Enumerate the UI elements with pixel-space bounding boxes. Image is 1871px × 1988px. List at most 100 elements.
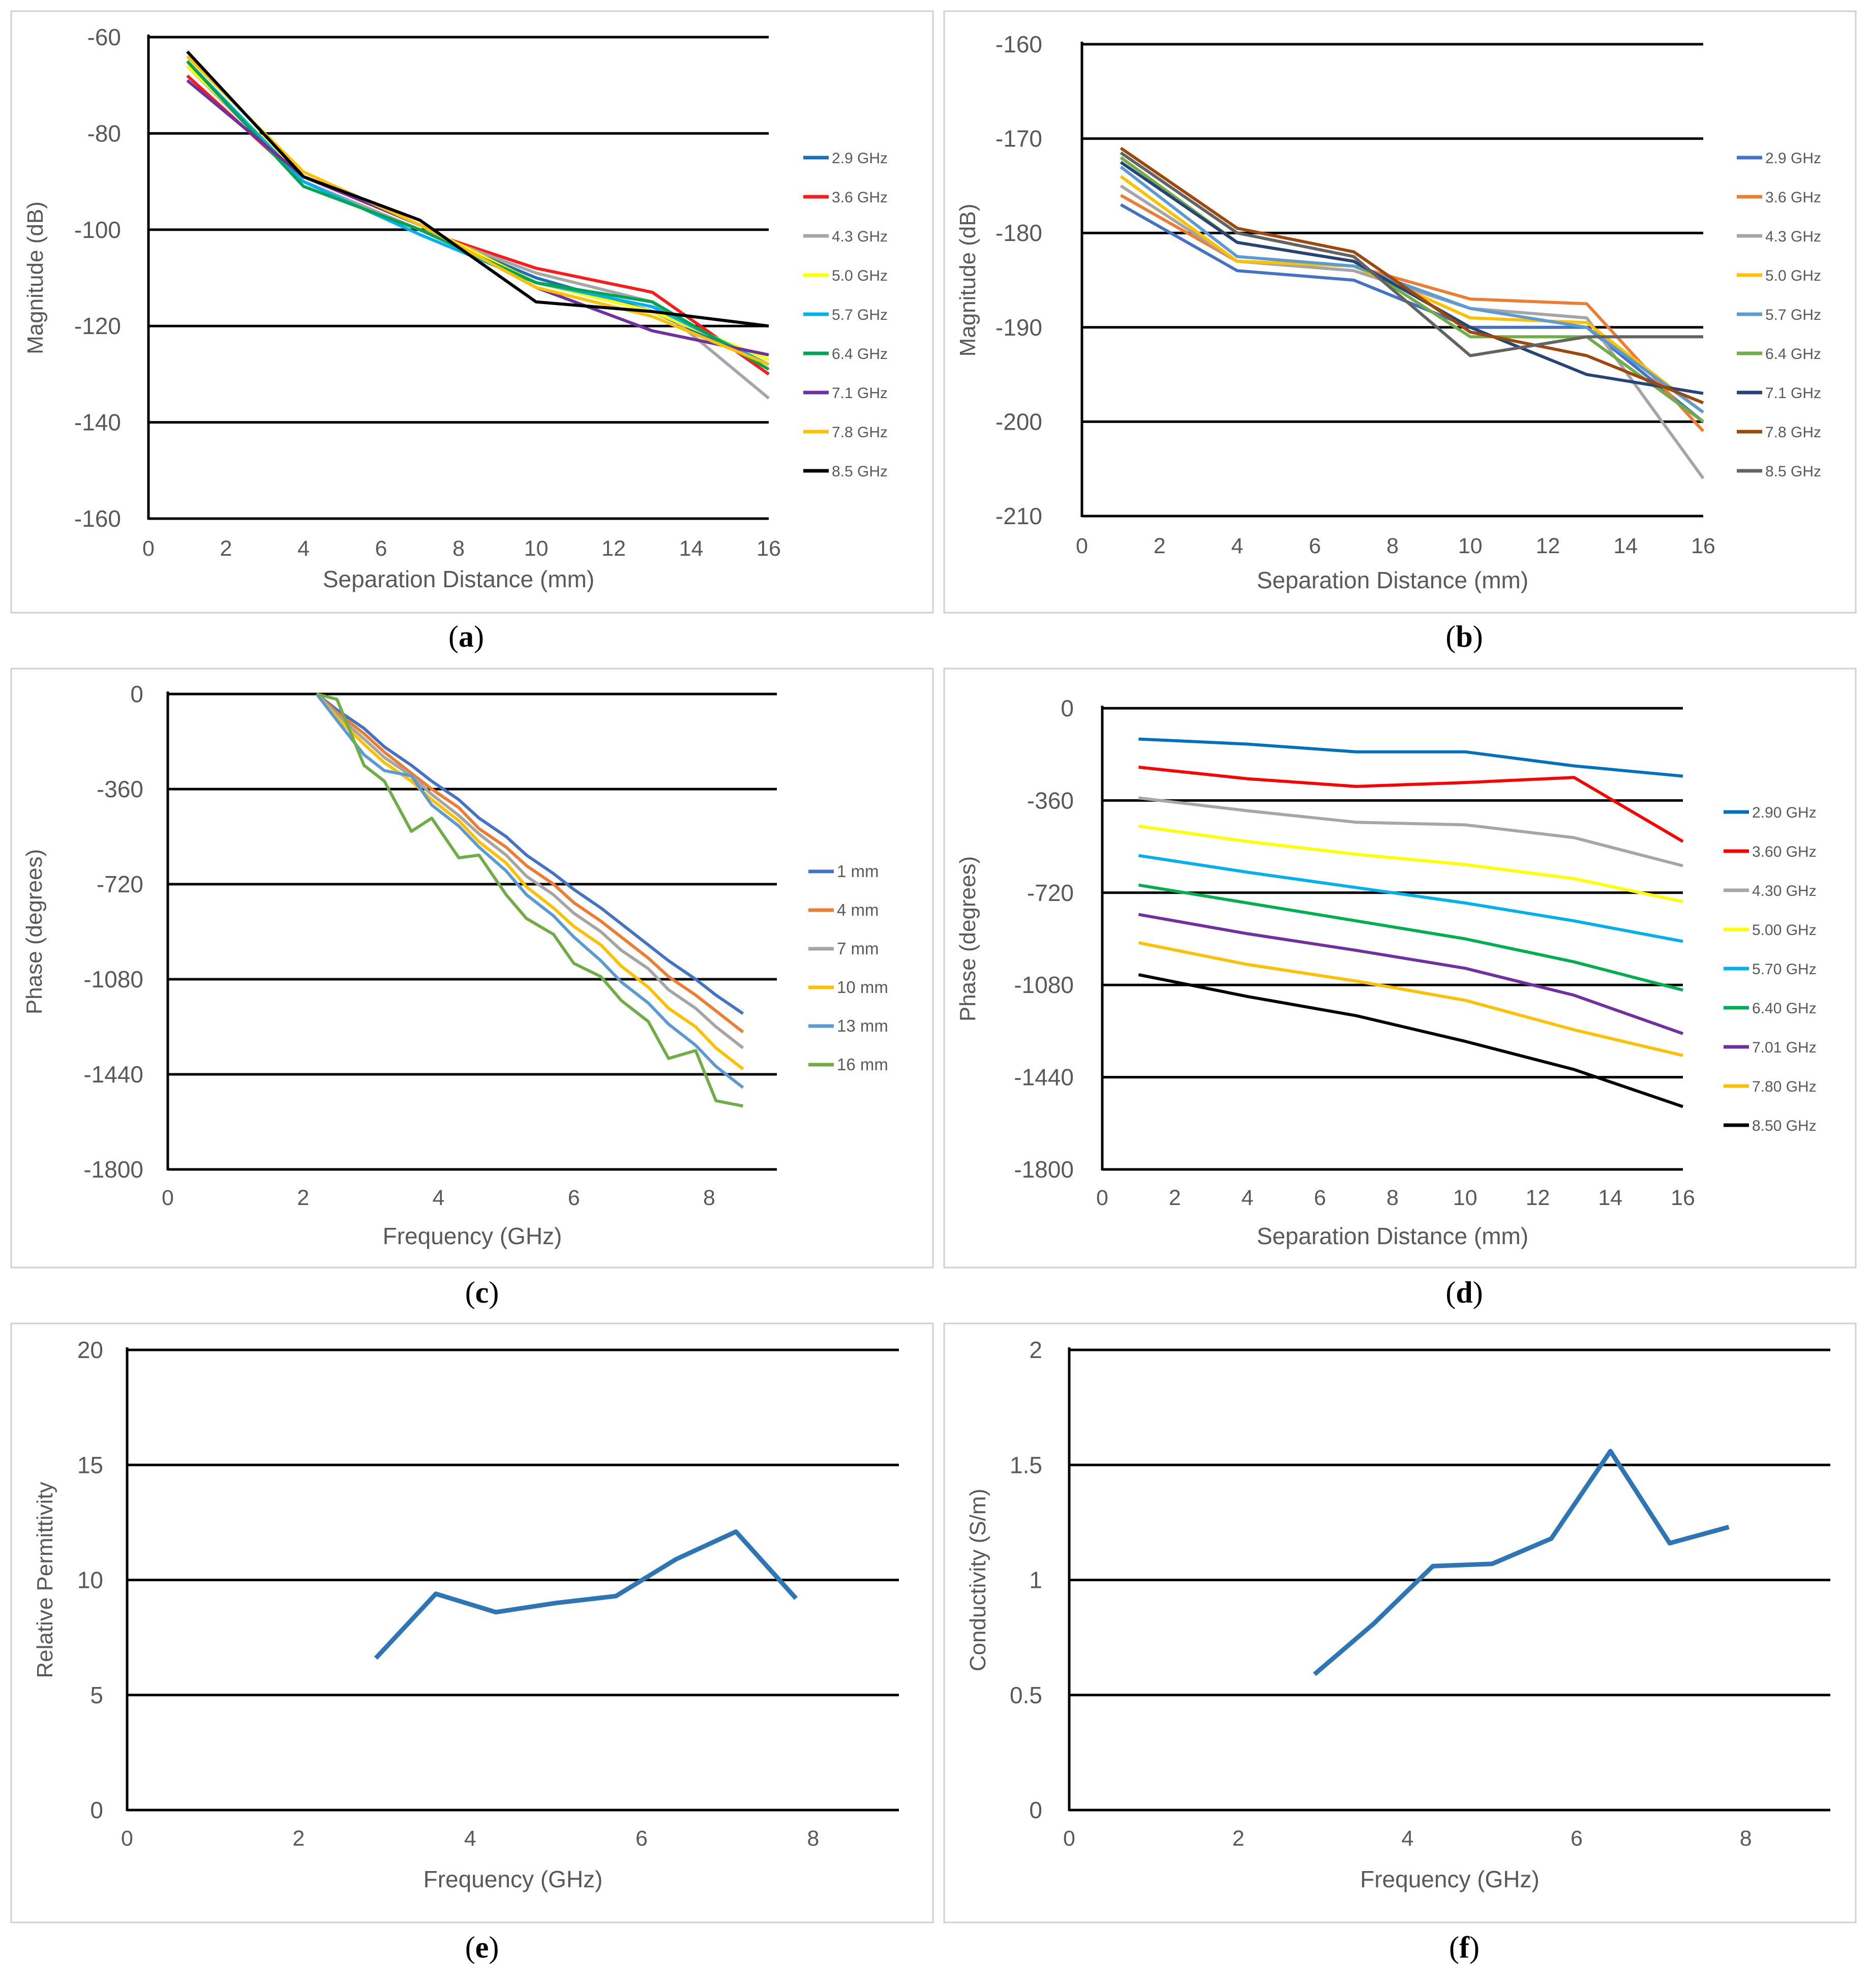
legend-label: 6.40 GHz — [1752, 1000, 1817, 1017]
series-line — [186, 55, 770, 366]
y-tick-label: -170 — [995, 126, 1042, 152]
y-tick-label: -210 — [995, 503, 1042, 529]
x-tick-label: 0 — [142, 536, 155, 561]
legend-label: 5.7 GHz — [832, 307, 888, 323]
x-tick-label: 2 — [1154, 534, 1166, 558]
y-tick-label: 5 — [90, 1682, 103, 1708]
x-tick-label: 6 — [568, 1186, 580, 1210]
x-tick-label: 16 — [757, 536, 781, 561]
caption-open: ( — [1445, 1276, 1456, 1309]
x-tick-label: 6 — [1314, 1186, 1326, 1210]
series-line — [1138, 883, 1683, 992]
panel-frame — [943, 1322, 1857, 1923]
x-tick-label: 4 — [432, 1186, 444, 1210]
y-tick-label: 2 — [1029, 1337, 1042, 1363]
y-tick-label: -360 — [1027, 787, 1074, 814]
y-tick-label: 0.5 — [1010, 1682, 1042, 1708]
x-tick-label: 10 — [1458, 534, 1483, 558]
x-tick-label: 10 — [1453, 1186, 1477, 1210]
y-tick-label: -1080 — [83, 966, 143, 992]
legend-label: 7.8 GHz — [832, 424, 888, 441]
series-line — [1120, 203, 1704, 423]
y-tick-label: 1 — [1029, 1567, 1042, 1593]
y-tick-label: -160 — [74, 505, 121, 532]
x-axis-title: Separation Distance (mm) — [323, 566, 594, 592]
chart-panel-d: 0 -360 -720 -1080 -1440 -1800 0 2 4 6 8 10 12 14 16 Sep… — [943, 668, 1857, 1309]
legend-label: 16 mm — [837, 1055, 888, 1074]
y-axis-title: Relative Permittivity — [33, 1482, 57, 1678]
legend-label: 7.1 GHz — [1765, 385, 1821, 402]
x-tick-label: 4 — [1401, 1826, 1413, 1851]
legend-label: 3.6 GHz — [1765, 189, 1821, 206]
x-tick-label: 14 — [1613, 534, 1638, 558]
legend-label: 7.8 GHz — [1765, 424, 1821, 441]
y-axis-title: Magnitude (dB) — [23, 201, 48, 354]
series-line — [186, 65, 770, 400]
series-line — [315, 692, 744, 1015]
x-tick-label: 6 — [375, 536, 387, 561]
x-tick-label: 8 — [807, 1826, 819, 1851]
x-tick-label: 0 — [1063, 1826, 1075, 1851]
x-tick-label: 6 — [1309, 534, 1321, 558]
y-axis-title: Phase (degrees) — [22, 849, 47, 1014]
series-line — [1120, 161, 1704, 395]
x-tick-label: 12 — [1536, 534, 1560, 558]
panel-caption: (d) — [1445, 1276, 1483, 1309]
legend-label: 6.4 GHz — [1765, 346, 1821, 363]
y-tick-label: -720 — [97, 871, 143, 897]
x-tick-label: 16 — [1671, 1186, 1695, 1210]
caption-open: ( — [1449, 1931, 1459, 1964]
series-line — [315, 692, 744, 1049]
legend-label: 5.0 GHz — [832, 267, 888, 284]
caption-letter: b — [1456, 620, 1472, 653]
x-tick-label: 12 — [1526, 1186, 1550, 1210]
x-tick-label: 4 — [297, 536, 310, 561]
x-axis-title: Frequency (GHz) — [383, 1223, 562, 1249]
x-tick-label: 6 — [1571, 1826, 1583, 1851]
legend-label: 8.5 GHz — [1765, 463, 1821, 480]
chart-panel-f: 2 1.5 1 0.5 00 2 4 6 8 Frequency (GHz) Conductivit… — [943, 1322, 1857, 1964]
legend-label: 5.7 GHz — [1765, 307, 1821, 323]
x-tick-label: 2 — [1232, 1826, 1245, 1851]
y-tick-label: 20 — [77, 1337, 103, 1363]
caption-letter: c — [475, 1276, 489, 1309]
legend-label: 3.60 GHz — [1752, 844, 1817, 860]
chart-panel-b: -160 -170 -180 -190 -200 -210 0 2 4 6 8 10 12 14 16 Sep… — [943, 10, 1857, 653]
series-line — [1120, 146, 1704, 405]
series-line — [315, 693, 744, 1089]
y-tick-label: -60 — [87, 24, 121, 50]
panel-caption: (e) — [465, 1931, 499, 1964]
legend-label: 5.70 GHz — [1752, 961, 1817, 978]
series-line — [374, 1529, 798, 1660]
panel-caption: (c) — [465, 1276, 499, 1309]
x-axis-title: Frequency (GHz) — [1360, 1866, 1540, 1892]
panel-frame — [943, 668, 1857, 1269]
x-tick-label: 0 — [1076, 534, 1088, 558]
x-tick-label: 8 — [1740, 1826, 1752, 1851]
caption-open: ( — [465, 1276, 475, 1309]
series-line — [1138, 824, 1683, 903]
y-tick-label: -200 — [995, 408, 1042, 435]
y-tick-label: -1800 — [83, 1156, 143, 1183]
legend-label: 2.90 GHz — [1752, 804, 1817, 821]
series-line — [1138, 973, 1683, 1108]
x-tick-label: 14 — [679, 536, 704, 561]
x-tick-label: 4 — [1231, 534, 1244, 558]
x-tick-label: 2 — [220, 536, 232, 561]
legend-label: 5.00 GHz — [1752, 922, 1817, 939]
chart-panel-e: 20 15 10 5 00 2 4 6 8 Frequency (GHz) Relative Per… — [10, 1322, 934, 1964]
y-tick-label: -720 — [1027, 880, 1074, 906]
legend-label: 7.01 GHz — [1752, 1039, 1817, 1056]
caption-letter: d — [1456, 1276, 1472, 1309]
legend: 2.9 GHz 3.6 GHz 4.3 GHz 5.0 GHz 5.7 GHz 6.4 G… — [803, 150, 888, 480]
series-line — [1138, 796, 1683, 867]
caption-close: ) — [1473, 620, 1483, 653]
x-tick-label: 8 — [1386, 534, 1399, 558]
series-line — [1120, 151, 1703, 357]
legend-label: 6.4 GHz — [832, 346, 888, 363]
series-line — [1138, 941, 1683, 1057]
y-tick-label: -1800 — [1014, 1156, 1074, 1183]
x-tick-label: 10 — [524, 536, 549, 561]
y-tick-label: -1440 — [83, 1061, 143, 1088]
series-line — [315, 693, 744, 1070]
